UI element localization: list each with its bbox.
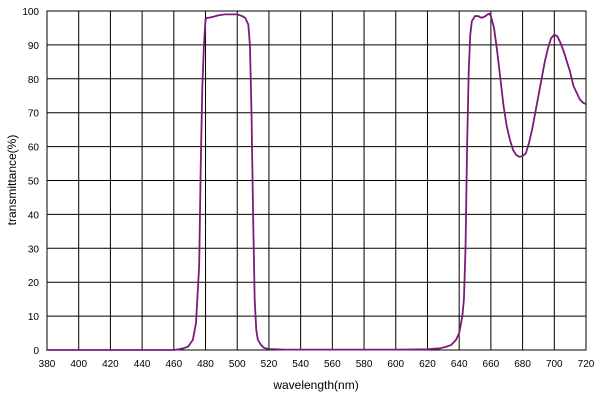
y-tick-label: 60	[28, 143, 40, 154]
y-tick-label: 90	[28, 41, 40, 52]
transmittance-series-line	[46, 12, 587, 351]
x-tick-label: 580	[356, 359, 373, 370]
x-tick-label: 700	[546, 359, 563, 370]
x-tick-label: 540	[292, 359, 309, 370]
x-tick-label: 660	[483, 359, 500, 370]
x-tick-label: 400	[70, 359, 87, 370]
y-tick-label: 0	[33, 346, 39, 357]
x-tick-label: 620	[419, 359, 436, 370]
x-tick-label: 520	[261, 359, 278, 370]
x-tick-label: 500	[229, 359, 246, 370]
y-tick-labels: 0 10 20 30 40 50 60 70 80 90 100	[22, 7, 39, 357]
y-tick-label: 50	[28, 177, 40, 188]
x-axis-label: wavelength(nm)	[272, 378, 358, 392]
x-tick-label: 560	[324, 359, 341, 370]
x-tick-label: 460	[165, 359, 182, 370]
grid-layer	[46, 10, 587, 351]
series-layer	[46, 12, 587, 351]
y-tick-label: 10	[28, 312, 40, 323]
x-tick-label: 640	[451, 359, 468, 370]
x-tick-label: 420	[102, 359, 119, 370]
y-axis-label: transmittance(%)	[5, 135, 19, 226]
x-tick-label: 720	[578, 359, 595, 370]
x-tick-labels: 380 400 420 440 460 480 500 520 540 560 580 600 620 6…	[39, 359, 595, 370]
x-tick-label: 480	[197, 359, 214, 370]
y-tick-label: 80	[28, 75, 40, 86]
y-tick-label: 100	[22, 7, 39, 18]
x-tick-label: 440	[134, 359, 151, 370]
y-tick-label: 70	[28, 109, 40, 120]
x-tick-label: 380	[39, 359, 56, 370]
x-tick-label: 600	[387, 359, 404, 370]
y-tick-label: 40	[28, 210, 40, 221]
x-tick-label: 680	[514, 359, 531, 370]
y-tick-label: 20	[28, 278, 40, 289]
y-tick-label: 30	[28, 244, 40, 255]
